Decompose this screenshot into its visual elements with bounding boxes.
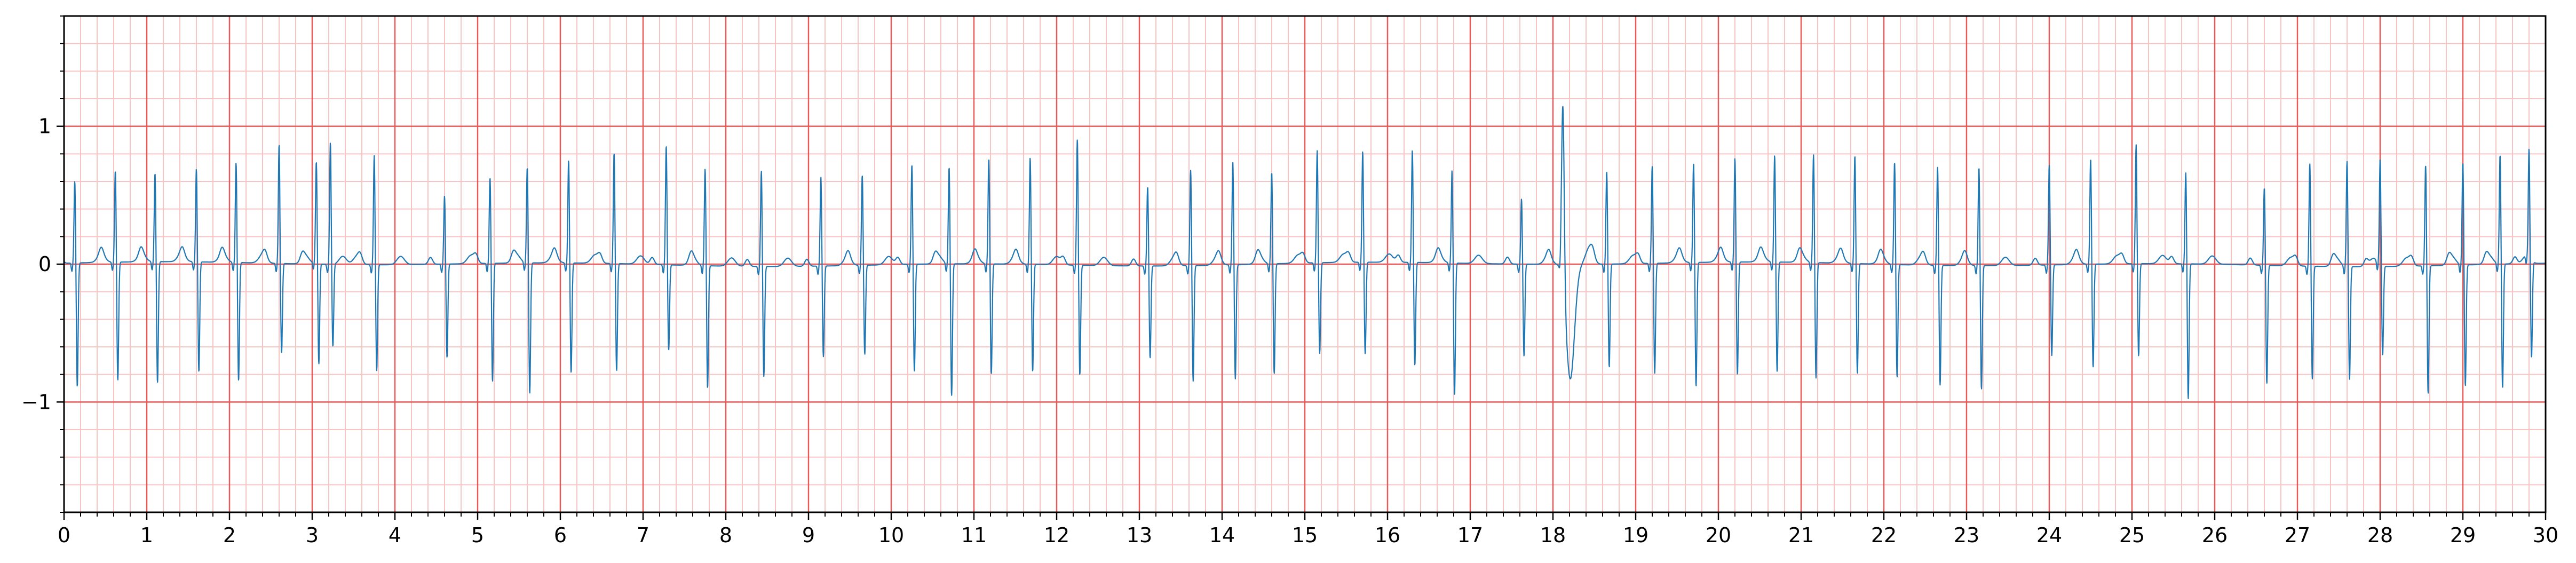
x-tick-label: 12: [1044, 524, 1069, 547]
x-tick-label: 21: [1788, 524, 1814, 547]
x-tick-label: 8: [719, 524, 732, 547]
x-tick-label: 25: [2119, 524, 2145, 547]
ecg-signal-line: [64, 106, 2546, 399]
x-tick-label: 5: [471, 524, 484, 547]
x-tick-label: 27: [2285, 524, 2310, 547]
x-axis-ticks: 0 1 2 3 4 5 6 7 8 9 10 11 12 13 14 15 16 17 18 19 20 21 22 23 24…: [58, 512, 2558, 547]
x-tick-label: 7: [637, 524, 649, 547]
x-tick-label: 14: [1209, 524, 1235, 547]
x-tick-label: 24: [2036, 524, 2062, 547]
x-tick-label: 22: [1871, 524, 1897, 547]
x-tick-label: 30: [2533, 524, 2558, 547]
x-tick-label: 19: [1623, 524, 1648, 547]
major-grid: [63, 16, 2547, 512]
x-tick-label: 3: [306, 524, 319, 547]
x-tick-label: 13: [1127, 524, 1152, 547]
y-tick-label: 1: [38, 115, 51, 138]
x-tick-label: 4: [389, 524, 401, 547]
x-tick-label: 16: [1375, 524, 1400, 547]
x-tick-label: 17: [1457, 524, 1483, 547]
x-tick-label: 18: [1540, 524, 1566, 547]
x-tick-label: 15: [1292, 524, 1318, 547]
x-tick-label: 2: [223, 524, 236, 547]
x-tick-label: 28: [2367, 524, 2393, 547]
x-tick-label: 23: [1954, 524, 1979, 547]
x-tick-label: 26: [2202, 524, 2228, 547]
y-tick-label: −1: [21, 390, 51, 414]
x-tick-label: 10: [878, 524, 904, 547]
x-tick-label: 6: [554, 524, 567, 547]
x-tick-label: 1: [140, 524, 153, 547]
x-tick-label: 0: [58, 524, 70, 547]
x-tick-label: 9: [802, 524, 815, 547]
y-axis-ticks: −1 0 1: [21, 15, 64, 513]
x-tick-label: 29: [2450, 524, 2476, 547]
x-tick-label: 20: [1706, 524, 1731, 547]
y-tick-label: 0: [38, 252, 51, 276]
x-tick-label: 11: [961, 524, 987, 547]
